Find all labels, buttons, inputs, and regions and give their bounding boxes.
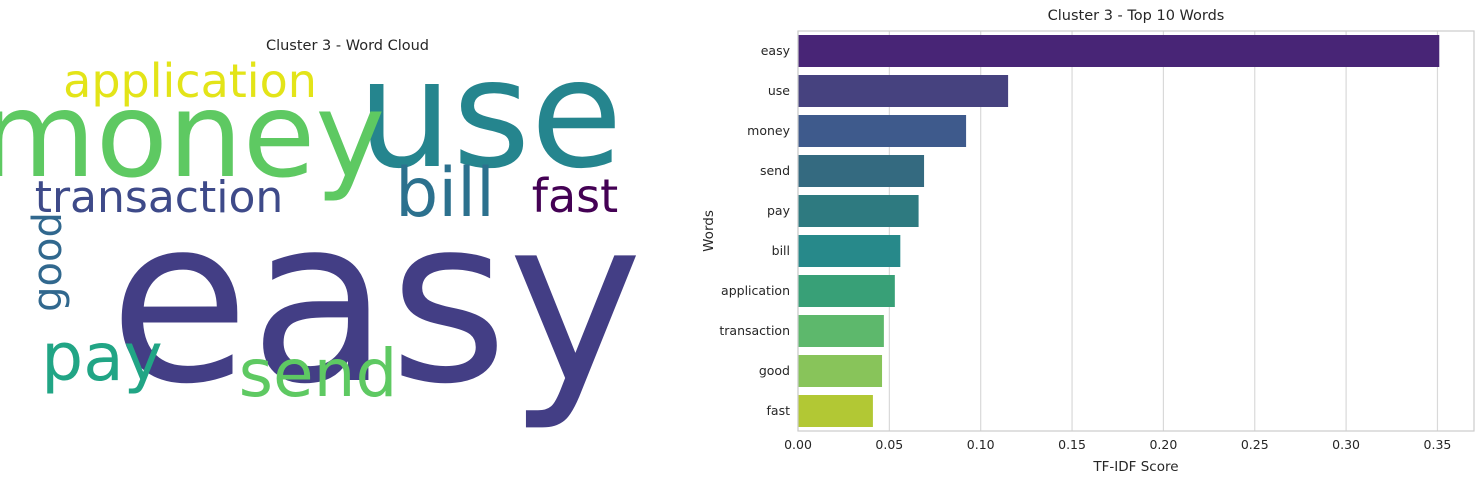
x-axis-label: TF-IDF Score — [1092, 459, 1178, 475]
x-tick-label: 0.35 — [1424, 437, 1452, 452]
x-tick-label: 0.00 — [784, 437, 812, 452]
bar-transaction — [798, 315, 884, 347]
x-tick-label: 0.25 — [1241, 437, 1269, 452]
wordcloud-word-use: use — [357, 28, 623, 202]
bar-send — [798, 155, 925, 187]
y-tick-label: transaction — [719, 323, 790, 338]
y-tick-label: send — [760, 163, 790, 178]
y-tick-label: easy — [761, 43, 791, 58]
bar-bill — [798, 235, 901, 267]
plot-frame — [797, 30, 1475, 432]
wordcloud-word-application: application — [63, 54, 317, 108]
y-tick-label: pay — [767, 203, 791, 218]
bar-good — [798, 355, 883, 387]
y-axis-label: Words — [701, 210, 717, 252]
bar-easy — [798, 35, 1440, 67]
wordcloud-word-bill: bill — [395, 154, 495, 233]
y-tick-label: money — [747, 123, 790, 138]
wordcloud-word-money: money — [0, 66, 385, 204]
bar-application — [798, 275, 895, 307]
bar-chart-title: Cluster 3 - Top 10 Words — [1047, 8, 1225, 24]
x-tick-label: 0.30 — [1332, 437, 1360, 452]
y-tick-label: good — [759, 363, 790, 378]
y-tick-label: bill — [772, 243, 790, 258]
wordcloud-word-send: send — [239, 335, 398, 412]
x-tick-label: 0.20 — [1149, 437, 1177, 452]
bar-fast — [798, 395, 873, 427]
x-tick-label: 0.10 — [967, 437, 995, 452]
bar-pay — [798, 195, 919, 227]
wordcloud-word-easy: easy — [109, 168, 643, 434]
wordcloud-word-fast: fast — [532, 169, 618, 223]
wordcloud-word-pay: pay — [41, 319, 162, 396]
wordcloud-word-transaction: transaction — [35, 172, 284, 223]
wordcloud-word-good: good — [25, 212, 71, 312]
bar-use — [798, 75, 1009, 107]
y-tick-label: use — [768, 83, 790, 98]
y-tick-label: fast — [767, 403, 791, 418]
x-tick-label: 0.05 — [875, 437, 903, 452]
bar-money — [798, 115, 967, 147]
x-tick-label: 0.15 — [1058, 437, 1086, 452]
y-tick-label: application — [721, 283, 790, 298]
wordcloud-title: Cluster 3 - Word Cloud — [265, 38, 430, 54]
